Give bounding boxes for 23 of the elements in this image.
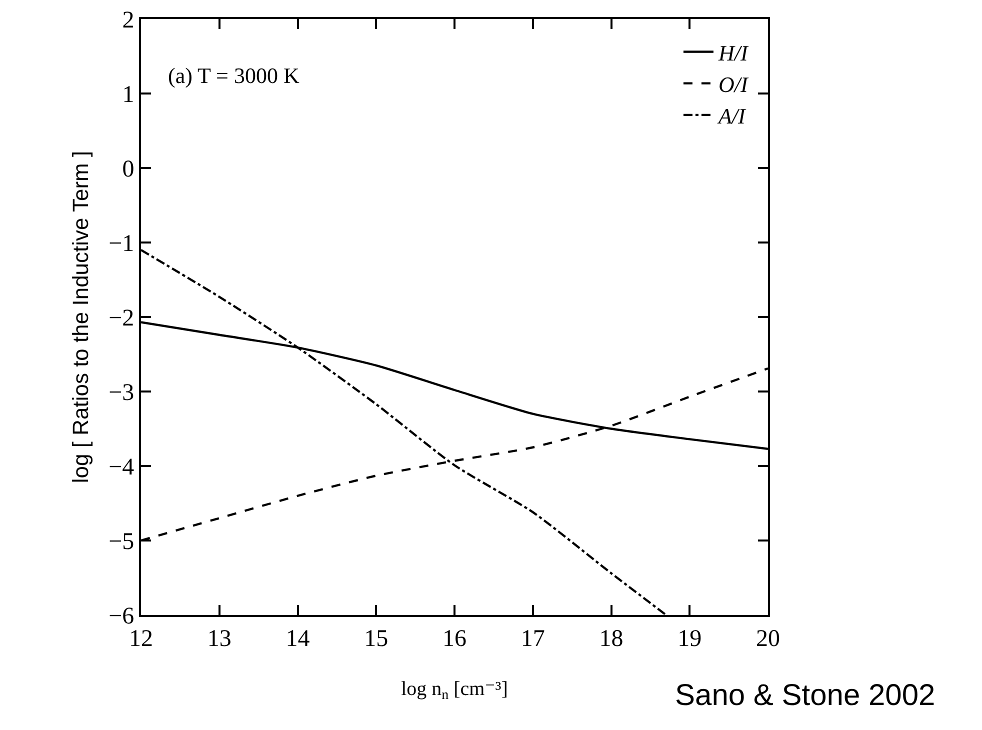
annotation: (a) T = 3000 K bbox=[168, 63, 300, 88]
legend-label: O/I bbox=[718, 72, 750, 97]
x-tick-label: 14 bbox=[286, 626, 310, 652]
y-tick-label: 1 bbox=[122, 82, 134, 108]
y-tick-label: −1 bbox=[108, 230, 134, 257]
x-tick-label: 16 bbox=[442, 626, 466, 652]
x-tick-label: 13 bbox=[207, 626, 232, 652]
y-axis-title: log [ Ratios to the Inductive Term ] bbox=[68, 150, 93, 484]
x-tick-label: 20 bbox=[756, 626, 780, 652]
y-tick-label: 2 bbox=[122, 7, 134, 34]
y-tick-label: −4 bbox=[108, 454, 134, 480]
legend-label: H/I bbox=[717, 40, 750, 66]
x-tick-label: 15 bbox=[364, 626, 388, 652]
x-tick-label: 18 bbox=[599, 626, 624, 652]
y-tick-label: −2 bbox=[108, 305, 134, 332]
y-tick-label: −5 bbox=[108, 528, 134, 555]
x-axis-title: log n$_{n}$ [cm⁻³] bbox=[401, 678, 508, 703]
text: Sano & Stone 2002 bbox=[675, 679, 936, 712]
x-tick-label: 17 bbox=[520, 626, 545, 652]
legend-label: A/I bbox=[716, 104, 748, 128]
x-tick-label: 19 bbox=[678, 626, 702, 652]
y-tick-label: 0 bbox=[122, 156, 134, 182]
y-tick-label: −3 bbox=[108, 380, 134, 406]
